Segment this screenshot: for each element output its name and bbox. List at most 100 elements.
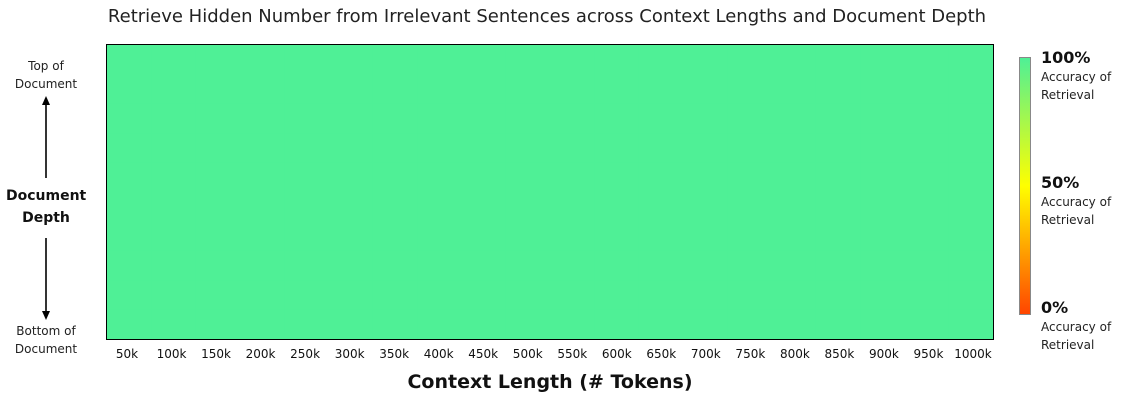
heatmap-cell xyxy=(195,309,241,339)
heatmap-cell xyxy=(107,74,152,105)
heatmap-cell xyxy=(505,192,551,222)
heatmap-cell xyxy=(904,162,950,193)
heatmap-cell xyxy=(328,45,374,75)
heatmap-cell xyxy=(284,162,330,193)
heatmap-cell xyxy=(771,133,817,164)
y-axis-label-text: Document Depth xyxy=(6,188,87,226)
x-tick-label: 850k xyxy=(824,347,855,361)
heatmap-cell xyxy=(948,192,993,222)
heatmap-cell xyxy=(372,309,418,339)
heatmap-cell xyxy=(417,192,462,222)
heatmap-cell xyxy=(195,280,241,311)
heatmap-cell xyxy=(239,103,285,134)
heatmap-cell xyxy=(284,250,330,281)
heatmap-cell xyxy=(815,103,861,134)
heatmap-cell xyxy=(815,221,861,252)
heatmap-cell xyxy=(904,192,950,222)
heatmap-cell xyxy=(771,309,817,339)
heatmap-cell xyxy=(195,45,241,75)
heatmap-cell xyxy=(550,309,595,339)
heatmap-cell xyxy=(948,221,993,252)
heatmap-cell xyxy=(505,74,551,105)
heatmap-cell xyxy=(727,74,773,105)
heatmap-cell xyxy=(505,133,551,164)
heatmap-cell xyxy=(107,133,152,164)
x-tick-label: 1000k xyxy=(954,347,992,361)
heatmap-cell xyxy=(904,280,950,311)
x-tick-label: 50k xyxy=(115,347,139,361)
heatmap-cell xyxy=(107,280,152,311)
heatmap-cell xyxy=(461,133,507,164)
heatmap-cell xyxy=(239,133,285,164)
colorbar-value-mid: 50% xyxy=(1041,173,1080,192)
heatmap-cell xyxy=(195,221,241,252)
heatmap-cell xyxy=(328,250,374,281)
heatmap-cell xyxy=(727,280,773,311)
heatmap-cell xyxy=(682,221,728,252)
heatmap-cell xyxy=(239,162,285,193)
heatmap-cell xyxy=(904,103,950,134)
heatmap-cell xyxy=(550,192,595,222)
heatmap-cell xyxy=(107,162,152,193)
heatmap-cell xyxy=(727,221,773,252)
heatmap-cell xyxy=(284,45,330,75)
heatmap-cell xyxy=(682,103,728,134)
heatmap-cell xyxy=(372,192,418,222)
heatmap-cell xyxy=(638,45,684,75)
heatmap-cell xyxy=(948,45,993,75)
heatmap-cell xyxy=(682,280,728,311)
heatmap-cell xyxy=(195,133,241,164)
heatmap-cell xyxy=(372,74,418,105)
heatmap-cell xyxy=(151,221,197,252)
heatmap-cell xyxy=(372,250,418,281)
heatmap-cell xyxy=(151,250,197,281)
heatmap-cell xyxy=(682,45,728,75)
heatmap-cell xyxy=(771,103,817,134)
x-tick-label: 800k xyxy=(779,347,810,361)
heatmap-cell xyxy=(550,250,595,281)
heatmap-cell xyxy=(505,250,551,281)
heatmap-cell xyxy=(727,309,773,339)
x-tick-label: 400k xyxy=(423,347,454,361)
heatmap-cell xyxy=(904,309,950,339)
heatmap-cell xyxy=(860,162,905,193)
heatmap-cell xyxy=(638,250,684,281)
heatmap-cell xyxy=(948,250,993,281)
heatmap-cell xyxy=(505,280,551,311)
heatmap-cell xyxy=(682,309,728,339)
heatmap-cell xyxy=(505,221,551,252)
x-tick-label: 300k xyxy=(334,347,365,361)
heatmap-cell xyxy=(151,162,197,193)
heatmap-cell xyxy=(195,192,241,222)
heatmap-cell xyxy=(284,221,330,252)
heatmap-cell xyxy=(195,74,241,105)
heatmap-cell xyxy=(594,250,640,281)
heatmap-cell xyxy=(107,192,152,222)
heatmap-cell xyxy=(771,250,817,281)
colorbar-entry-mid: 50% Accuracy of Retrieval xyxy=(1041,173,1138,229)
heatmap-cell xyxy=(904,221,950,252)
heatmap-cell xyxy=(372,162,418,193)
heatmap-cell xyxy=(638,103,684,134)
heatmap-cell xyxy=(372,221,418,252)
heatmap-cell xyxy=(239,221,285,252)
heatmap-cell xyxy=(860,45,905,75)
heatmap-cell xyxy=(594,280,640,311)
heatmap-cell xyxy=(151,280,197,311)
heatmap-cell xyxy=(417,162,462,193)
heatmap-cell xyxy=(727,162,773,193)
heatmap-cell xyxy=(284,74,330,105)
heatmap-cell xyxy=(948,74,993,105)
heatmap-cell xyxy=(638,192,684,222)
heatmap-cell xyxy=(682,192,728,222)
colorbar xyxy=(1019,57,1031,315)
heatmap-cell xyxy=(417,74,462,105)
heatmap-cell xyxy=(461,74,507,105)
colorbar-entry-bottom: 0% Accuracy of Retrieval xyxy=(1041,298,1138,354)
heatmap-cell xyxy=(461,309,507,339)
heatmap-cell xyxy=(107,103,152,134)
heatmap-cell xyxy=(638,74,684,105)
heatmap-cell xyxy=(107,250,152,281)
heatmap-cell xyxy=(505,309,551,339)
heatmap-cell xyxy=(860,133,905,164)
